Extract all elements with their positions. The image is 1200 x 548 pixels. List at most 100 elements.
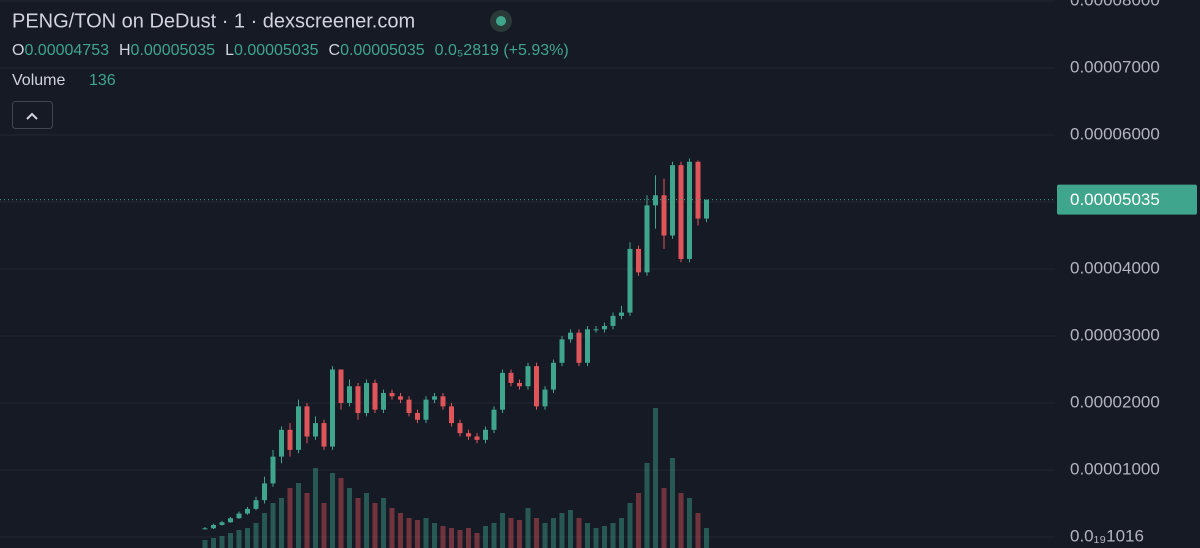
volume-bar [432,523,437,548]
last-price-box [1057,184,1197,215]
volume-bar [364,493,369,548]
volume-bar [236,530,242,548]
volume-bar [355,498,361,548]
volume-bar [687,498,692,548]
ohlc-key: C [329,42,341,59]
ohlc-value: 0.00005035 [340,42,425,59]
ohlc-key: L [225,42,234,59]
candle-body [619,312,624,316]
volume-bar [245,528,250,548]
candle-body [449,406,454,424]
candle-body [534,366,539,407]
volume-bar [636,493,641,548]
candle-body [406,399,412,414]
volume-bar [219,536,225,548]
ohlc-key: H [119,42,131,59]
volume-bar [466,528,471,548]
candle-body [593,329,599,331]
candle-body [602,325,607,330]
volume-bar [704,528,709,548]
volume-bar [508,518,514,548]
candle-body [517,382,522,387]
candle-body [338,369,344,404]
volume-bar [670,458,675,548]
candle-body [219,522,225,525]
status-icon [490,10,512,32]
candle-body [372,382,378,410]
candle-body [474,436,480,440]
candle-body [576,332,582,363]
candle-body [381,392,386,410]
ohlc-key: O [12,42,24,59]
volume-bar [253,523,259,548]
volume-bar [500,513,505,548]
candle-body [500,372,505,410]
candle-body [644,205,650,273]
candle-body [559,339,565,363]
volume-bar [406,518,412,548]
volume-bar [228,533,233,548]
candle-body [296,406,301,450]
candle-body [415,413,420,420]
candle-body [398,396,403,400]
collapse-button[interactable] [12,101,53,129]
volume-bar [389,508,395,548]
candle-body [585,329,590,363]
volume-bar [449,528,454,548]
y-tick-label: 0.00006000 [1070,124,1160,143]
candle-body [610,315,616,326]
chart-title: PENG/TON on DeDust · 1 · dexscreener.com [12,10,415,32]
candle-body [687,161,692,259]
candle-body [364,382,369,414]
volume-bar [483,526,488,548]
candle-body [211,524,216,529]
candle-body [236,513,242,519]
y-tick-label: 0.00008000 [1070,0,1160,9]
status-dot [496,16,506,26]
candle-body [466,433,471,437]
volume-bar [415,520,420,548]
volume-bar [576,518,582,548]
volume-bar [440,526,446,548]
candle-body [355,386,361,414]
chevron-icon[interactable] [26,112,38,120]
volume-bar [491,523,497,548]
candle-body [678,165,684,259]
candle-body [262,483,267,501]
candle-body [695,161,701,219]
candle-body [704,199,709,219]
volume-bar [347,488,352,548]
candle-body [228,518,233,523]
volume-bar [661,488,667,548]
volume-bar [610,523,616,548]
volume-bar [653,408,658,548]
candle-body [389,392,395,397]
volume-bars [202,408,709,548]
volume-bar [568,510,573,548]
volume-bar [457,530,463,548]
y-tick-label: 0.00003000 [1070,325,1160,344]
volume-bar [517,520,522,548]
volume-bar [287,488,293,548]
candle-body [457,423,463,434]
candle-body [440,396,446,407]
volume-bar [695,513,701,548]
candle-body [491,409,497,430]
candle-body [661,195,667,236]
volume-bar [644,463,650,548]
volume-bar [602,526,607,548]
volume-bar [296,483,301,548]
volume-bar [381,498,386,548]
volume-bar [585,523,590,548]
volume-bar [330,473,335,548]
candle-body [432,396,437,400]
y-tick-label: 0.00001000 [1070,459,1160,478]
candle-body [551,362,556,390]
candle-body [270,456,276,484]
candle-body [202,528,208,530]
volume-label: Volume [12,72,65,89]
volume-bar [551,518,556,548]
volume-bar [678,493,684,548]
